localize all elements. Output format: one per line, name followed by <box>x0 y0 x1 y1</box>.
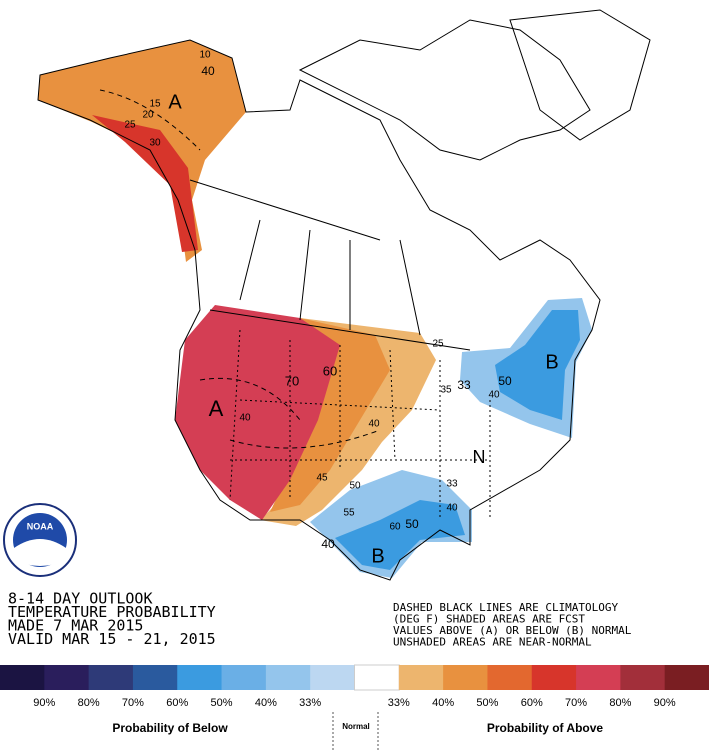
legend-swatch <box>531 665 577 690</box>
legend-tick: 33% <box>388 697 410 709</box>
notes-block: DASHED BLACK LINES ARE CLIMATOLOGY(DEG F… <box>393 601 632 649</box>
above-caption: Probability of Above <box>487 721 604 735</box>
legend-swatch <box>398 665 444 690</box>
legend-swatch <box>576 665 621 690</box>
west-above <box>175 305 340 520</box>
legend-tick: 40% <box>255 697 277 709</box>
map-label: A <box>209 396 224 421</box>
map-label: 45 <box>316 473 328 484</box>
legend-swatch <box>221 665 267 690</box>
legend-tick: 90% <box>654 697 676 709</box>
map-label: 40 <box>446 503 458 514</box>
legend-swatch <box>487 665 533 690</box>
greenland <box>509 9 651 141</box>
map-label: 30 <box>149 138 161 149</box>
map-label: 20 <box>142 110 154 121</box>
note-line: UNSHADED AREAS ARE NEAR-NORMAL <box>393 636 592 649</box>
map-label: B <box>371 545 384 567</box>
legend-tick: 50% <box>476 697 498 709</box>
map-label: 35 <box>440 385 452 396</box>
map-label: A <box>168 91 182 113</box>
legend-swatch <box>620 665 666 690</box>
logo-bird <box>14 539 66 566</box>
map-label: 40 <box>239 413 251 424</box>
legend-swatch <box>132 665 178 690</box>
map-label: 40 <box>321 537 335 551</box>
legend-swatch <box>354 664 400 691</box>
map-label: 25 <box>124 120 136 131</box>
legend: 90% 80% 70% 60% 50% 40% 33% 33% 40% 50% 60% 70% 80% 9… <box>0 664 709 709</box>
map-label: 40 <box>368 419 380 430</box>
legend-swatch <box>664 665 709 690</box>
map-label: 50 <box>498 374 512 388</box>
legend-swatch <box>0 665 45 690</box>
alaska-above-core <box>92 115 198 252</box>
outlook-line: VALID MAR 15 - 21, 2015 <box>8 630 216 648</box>
map-label: B <box>545 351 558 373</box>
normal-caption: Normal <box>342 722 370 731</box>
forecast-shading <box>38 40 592 578</box>
legend-tick: 70% <box>122 697 144 709</box>
east-below-core <box>495 310 580 420</box>
legend-tick: 80% <box>609 697 631 709</box>
outlook-line: TEMPERATURE PROBABILITY <box>8 603 216 621</box>
note-line: VALUES ABOVE (A) OR BELOW (B) NORMAL <box>393 624 632 637</box>
central-above-mid <box>270 318 390 512</box>
legend-swatch <box>177 665 223 690</box>
outlook-line: 8-14 DAY OUTLOOK <box>8 590 153 608</box>
note-line: (DEG F) SHADED AREAS ARE FCST <box>393 613 585 626</box>
legend-swatch <box>443 665 488 690</box>
boundaries <box>37 9 651 581</box>
map-label: 33 <box>457 378 471 392</box>
legend-swatch <box>88 665 134 690</box>
legend-swatch <box>310 665 355 690</box>
noaa-logo: NOAA <box>3 503 77 577</box>
map-label: 40 <box>488 390 500 401</box>
note-line: DASHED BLACK LINES ARE CLIMATOLOGY <box>393 601 619 614</box>
border <box>209 309 471 351</box>
map-label: 33 <box>446 479 458 490</box>
map-label: N <box>473 447 486 467</box>
legend-tick: 60% <box>521 697 543 709</box>
map-label: 55 <box>343 508 355 519</box>
map-label: 60 <box>323 363 337 378</box>
legend-tick: 33% <box>299 697 321 709</box>
map-label: 60 <box>389 522 401 533</box>
legend-tick: 60% <box>166 697 188 709</box>
legend-tick: 90% <box>33 697 55 709</box>
legend-tick: 40% <box>432 697 454 709</box>
map-label: 50 <box>349 481 361 492</box>
arctic-islands <box>298 19 591 161</box>
legend-tick: 70% <box>565 697 587 709</box>
logo-text: NOAA <box>27 521 54 531</box>
coastline <box>37 39 601 581</box>
climatology-lines <box>99 89 381 449</box>
state-lines <box>229 329 491 520</box>
below-caption: Probability of Below <box>112 721 228 735</box>
map-label: 40 <box>201 64 215 78</box>
map-label: 70 <box>285 373 299 388</box>
provinces <box>189 179 421 336</box>
legend-tick: 50% <box>211 697 233 709</box>
map-label: 15 <box>149 99 161 110</box>
legend-tick: 80% <box>78 697 100 709</box>
outlook-line: MADE 7 MAR 2015 <box>8 617 143 635</box>
south-below-core <box>335 500 465 570</box>
map-label: 50 <box>405 517 419 531</box>
map-label: 25 <box>432 339 444 350</box>
map-label: 10 <box>199 50 211 61</box>
alaska-above <box>38 40 246 262</box>
legend-swatch <box>265 665 311 690</box>
legend-swatch <box>44 665 90 690</box>
